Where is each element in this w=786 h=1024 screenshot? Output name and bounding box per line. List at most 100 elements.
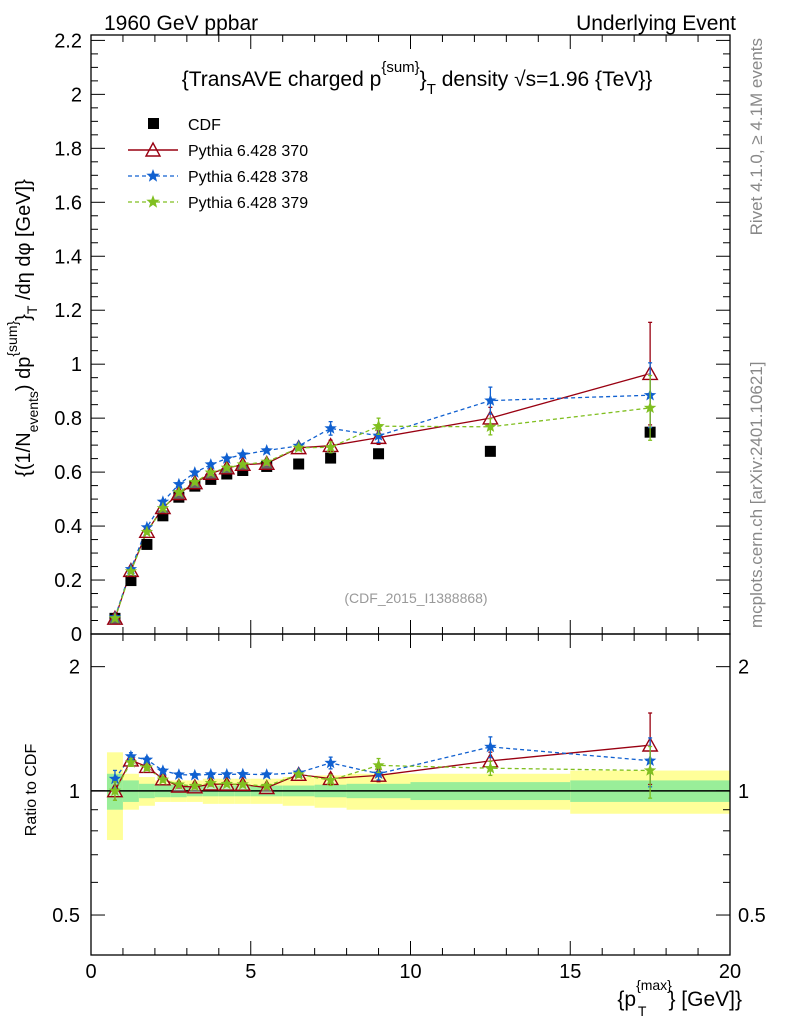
y-tick-label: 1.6 [54,192,82,214]
ratio-point-series-2 [236,767,249,780]
header-left: 1960 GeV ppbar [104,12,258,35]
ratio-point-series-3 [188,779,201,792]
ratio-y-tick-label: 1 [69,781,80,803]
tick-labels-layer: 0 5 10 15 20 0 0.2 0.4 0.6 0.8 1 1.2 1.4 1.6 1.8 2 2.2 0.… [52,30,766,983]
series-point-3 [124,564,138,577]
series-point-3 [172,485,185,498]
ratio-point-series-3 [484,761,497,774]
cdf-data-point [373,448,385,460]
series-point-3 [372,419,385,432]
y-tick-label: 0.8 [54,408,82,430]
x-tick-label: 10 [399,961,421,983]
series-point-2 [172,477,185,490]
y-tick-label: 1.4 [54,246,82,268]
x-tick-label: 20 [719,961,741,983]
cdf-data-point [157,510,169,522]
series-point-2 [236,448,249,460]
ratio-point-series-2 [220,767,233,780]
cdf-data-point [484,445,496,457]
ratio-point-series-2 [324,756,337,769]
ratio-point-series-2 [188,768,201,781]
y-tick-label: 0.2 [54,570,82,592]
ratio-point-series-2 [172,768,185,780]
ratio-point-series-2 [140,753,154,765]
main-markers-layer [106,321,659,625]
legend-item-pythia-378: Pythia 6.428 378 [128,169,308,186]
side-label-bottom: mcplots.cern.ch [arXiv:2401.10621] [747,362,766,628]
y-tick-label: 1 [71,354,82,376]
ratio-y-tick-label: 2 [69,657,80,679]
ratio-point-series-3 [643,764,657,776]
ratio-point-series-2 [260,768,273,780]
ratio-y-tick-label-right: 2 [738,657,749,679]
series-point-2 [156,495,170,507]
legend-item-pythia-379: Pythia 6.428 379 [128,195,308,212]
x-tick-label: 15 [559,961,581,983]
legend-star-shape-379 [146,195,160,208]
cdf-data-point [189,480,201,492]
y-tick-label: 1.8 [54,138,82,160]
cdf-data-point [173,491,185,503]
series-point-3 [260,455,273,468]
ratio-point-series-3 [220,777,233,790]
chart-title: {TransAVE charged p{sum}}T density √s=1.… [182,59,653,98]
ratio-point-series-2 [156,764,170,776]
legend-marker-cdf [148,118,159,129]
cdf-data-point [125,575,137,587]
series-point-3 [324,440,337,453]
cdf-data-point [261,460,273,472]
header-right: Underlying Event [576,12,736,35]
x-tick-label: 0 [85,961,96,983]
series-line-2 [114,394,651,618]
legend-item-cdf: CDF [148,117,221,134]
ratio-point-series-3 [236,778,249,790]
main-plot-frame [90,34,731,635]
series-point-3 [140,525,154,538]
legend-label-cdf: CDF [188,117,221,134]
legend-star-shape-378 [146,169,160,182]
ratio-point-series-3 [156,773,170,785]
y-tick-label: 2 [71,84,82,106]
ratio-y-axis-label: Ratio to CDF [23,744,40,837]
series-point-3 [236,458,249,470]
ratio-point-series-3 [260,779,273,792]
y-tick-label: 0 [71,624,82,646]
series-point-2 [188,466,201,478]
ratio-point-series-3 [204,776,217,789]
cdf-data-point [325,452,337,464]
ratio-y-tick-label-right: 1 [738,781,749,803]
ratio-point-series-2 [108,772,122,785]
series-point-3 [484,420,497,432]
x-axis-label: {p{max} T} [GeV]} [617,977,742,1019]
ratio-point-series-3 [372,758,385,771]
y-tick-label: 0.4 [54,516,82,538]
ratio-point-series-3 [292,768,305,780]
series-point-3 [643,401,657,414]
series-point-2 [220,452,233,464]
ratio-point-series-3 [108,784,122,797]
series-point-3 [292,441,305,454]
y-tick-label: 0.6 [54,462,82,484]
series-point-3 [188,475,201,488]
cdf-data-point [141,538,153,550]
legend-item-pythia-370: Pythia 6.428 370 [128,141,308,160]
y-tick-label: 1.2 [54,300,82,322]
ratio-point-series-3 [124,756,138,768]
series-point-2 [484,394,497,406]
legend-label-pythia-378: Pythia 6.428 378 [188,169,308,186]
legend-marker-pythia-378 [146,169,160,182]
legend-label-pythia-370: Pythia 6.428 370 [188,143,308,160]
legend-marker-pythia-379 [146,195,160,208]
ratio-point-series-3 [140,761,154,773]
series-point-2 [260,444,273,456]
x-tick-label: 5 [245,961,256,983]
ratio-point-series-3 [172,778,185,790]
y-tick-label: 2.2 [54,30,82,52]
legend-label-pythia-379: Pythia 6.428 379 [188,195,308,212]
analysis-watermark: (CDF_2015_I1388868) [344,590,487,606]
series-point-2 [372,429,385,441]
series-point-2 [324,421,337,434]
series-point-3 [156,501,170,514]
ratio-point-series-2 [484,740,497,753]
series-point-3 [204,466,217,478]
